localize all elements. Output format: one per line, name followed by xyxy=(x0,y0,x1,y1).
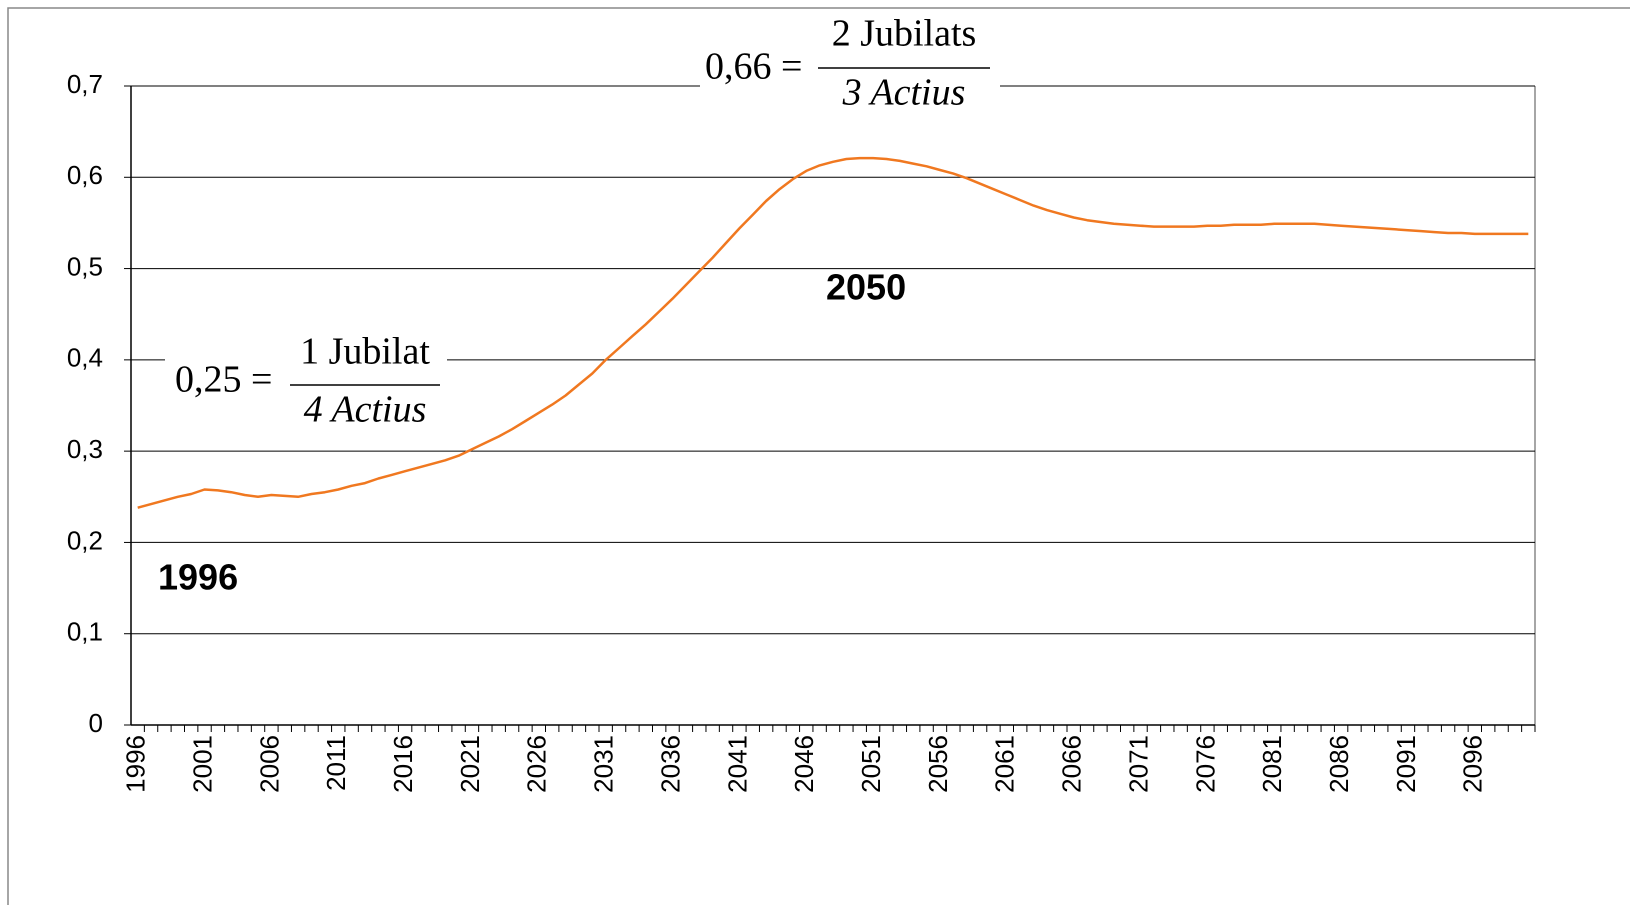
x-tick-label: 2051 xyxy=(856,735,886,793)
chart-frame xyxy=(7,7,1630,905)
y-tick-label: 0,1 xyxy=(67,617,103,647)
x-tick-label: 2076 xyxy=(1190,735,1220,793)
x-tick-label: 2066 xyxy=(1057,735,1087,793)
annotation-denominator: 3 Actius xyxy=(842,72,966,114)
annotation-numerator: 1 Jubilat xyxy=(300,331,430,373)
x-tick-label: 2091 xyxy=(1391,735,1421,793)
y-tick-label: 0,4 xyxy=(67,343,103,373)
x-tick-label: 2001 xyxy=(187,735,217,793)
x-tick-label: 2036 xyxy=(655,735,685,793)
x-tick-label: 2031 xyxy=(589,735,619,793)
y-tick-label: 0,2 xyxy=(67,525,103,555)
x-tick-label: 2011 xyxy=(321,735,351,791)
x-tick-label: 2096 xyxy=(1458,735,1488,793)
x-tick-label: 2071 xyxy=(1123,735,1153,793)
annotation-box xyxy=(700,10,1000,118)
annotation-lhs: 0,25 = xyxy=(175,359,272,401)
annotation-numerator: 2 Jubilats xyxy=(832,13,977,55)
x-tick-label: 2006 xyxy=(254,735,284,793)
x-tick-label: 2081 xyxy=(1257,735,1287,793)
line-series xyxy=(137,156,1529,509)
annotation-lhs: 0,66 = xyxy=(705,46,802,88)
annotation-label: 1996 xyxy=(158,557,238,598)
x-tick-label: 1996 xyxy=(121,735,151,793)
x-tick-label: 2086 xyxy=(1324,735,1354,793)
x-tick-label: 2056 xyxy=(923,735,953,793)
x-tick-label: 2046 xyxy=(789,735,819,793)
annotation-denominator: 4 Actius xyxy=(304,389,427,431)
y-tick-label: 0,5 xyxy=(67,251,103,281)
y-tick-label: 0,7 xyxy=(67,69,103,99)
y-tick-label: 0 xyxy=(89,708,103,738)
x-tick-label: 2026 xyxy=(522,735,552,793)
annotation-label: 2050 xyxy=(826,267,906,308)
x-tick-label: 2061 xyxy=(990,735,1020,793)
y-tick-label: 0,6 xyxy=(67,160,103,190)
y-tick-label: 0,3 xyxy=(67,434,103,464)
x-tick-label: 2041 xyxy=(722,735,752,793)
x-tick-label: 2016 xyxy=(388,735,418,793)
x-tick-label: 2021 xyxy=(455,735,485,793)
